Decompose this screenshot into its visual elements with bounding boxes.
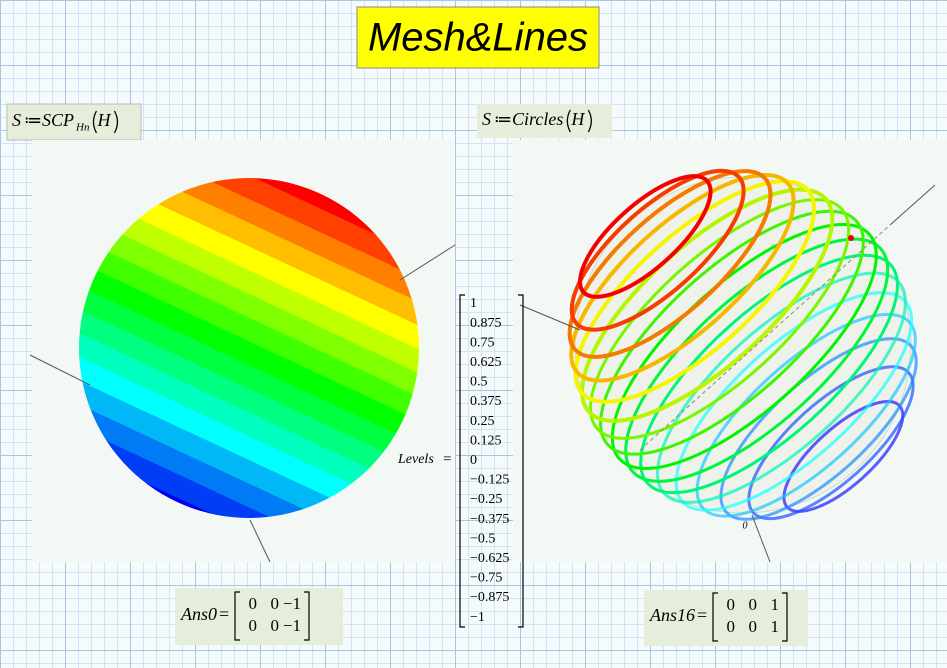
- circle-line: [567, 169, 773, 359]
- levels-value: −0.75: [470, 571, 502, 586]
- circle-line: [569, 168, 746, 332]
- circle-line: [589, 198, 851, 440]
- definition-operator: ≔: [494, 109, 512, 129]
- matrix-entry: 0: [271, 594, 280, 613]
- levels-value: −0.125: [470, 473, 509, 488]
- stripe: [98, 204, 419, 385]
- levels-value: −0.5: [470, 531, 495, 546]
- levels-value: 0.625: [470, 355, 502, 370]
- circle-line: [578, 174, 713, 299]
- title: Mesh&Lines: [368, 16, 588, 60]
- parenthesis: [92, 110, 98, 134]
- point: [848, 235, 854, 241]
- bracket: [304, 591, 310, 641]
- matrix-entry: 1: [771, 595, 780, 614]
- matrix-entry: 0: [727, 595, 736, 614]
- stripe: [79, 321, 398, 502]
- result-name: Ans16: [649, 605, 695, 625]
- circle-line: [639, 253, 899, 495]
- circles: [567, 168, 918, 521]
- matrix-entry: −1: [283, 594, 301, 613]
- result-operator: =: [219, 604, 229, 624]
- result-box: [644, 590, 808, 646]
- circle-line: [569, 172, 796, 383]
- levels-value: 0.75: [470, 335, 495, 350]
- result-name: Ans0: [180, 604, 217, 624]
- circle-line: [573, 179, 817, 404]
- levels-name: Levels: [397, 452, 434, 467]
- circle-line: [695, 312, 917, 518]
- bracket: [234, 591, 240, 641]
- matrix-entry: 0: [749, 595, 758, 614]
- levels-value: −0.625: [470, 551, 509, 566]
- bracket: [712, 592, 718, 642]
- levels-value: 0.875: [470, 316, 502, 331]
- axes: [29, 184, 936, 563]
- matrix-entry: 0: [749, 617, 758, 636]
- circle-line: [599, 209, 865, 456]
- matrix-entry: 0: [249, 616, 258, 635]
- levels-operator: =: [443, 451, 451, 467]
- stripe: [79, 360, 380, 518]
- bracket: [518, 294, 524, 628]
- stripe: [89, 223, 419, 405]
- result-box: [175, 588, 343, 645]
- levels-value: −0.375: [470, 512, 509, 527]
- definition-operator: ≔: [24, 110, 42, 130]
- stripe: [116, 178, 419, 346]
- stripe: [79, 282, 416, 463]
- definition-subscript: Hn: [75, 122, 90, 134]
- stripe: [80, 243, 419, 424]
- levels-value: −0.875: [470, 590, 509, 605]
- definition-argument: H: [570, 109, 585, 129]
- circles-plot: [567, 168, 918, 521]
- stripe: [79, 301, 407, 483]
- bracket: [782, 592, 788, 642]
- bracket: [459, 294, 465, 628]
- parenthesis: [113, 110, 119, 134]
- definition-box: [6, 103, 142, 141]
- definition-box: [477, 104, 612, 138]
- levels-value: 0: [470, 453, 477, 468]
- definition-lhs: S: [12, 110, 21, 130]
- matrix-entry: 1: [771, 617, 780, 636]
- parenthesis: [587, 109, 592, 133]
- levels-value: −0.25: [470, 492, 502, 507]
- matrix-entry: 0: [271, 616, 280, 635]
- matrix-entry: −1: [283, 616, 301, 635]
- circle-line: [747, 365, 915, 521]
- definition-function: Circles: [512, 109, 563, 129]
- levels-value: −1: [470, 610, 485, 625]
- stripe: [79, 340, 389, 518]
- levels-value: 1: [470, 296, 477, 311]
- definition-lhs: S: [482, 109, 491, 129]
- stripe: [125, 178, 419, 327]
- definition-argument: H: [96, 110, 111, 130]
- definition-function: SCP: [42, 110, 74, 130]
- levels-value: 0.125: [470, 433, 502, 448]
- axis-label: 0: [743, 520, 748, 531]
- result-operator: =: [697, 605, 707, 625]
- circle-line: [624, 237, 890, 483]
- title-box: [356, 6, 600, 69]
- parenthesis: [566, 109, 571, 133]
- stripe: [79, 262, 419, 444]
- matrix-entry: 0: [727, 617, 736, 636]
- levels-value: 0.5: [470, 375, 488, 390]
- stripe: [107, 184, 419, 366]
- levels-value: 0.375: [470, 394, 502, 409]
- matrix-entry: 0: [249, 594, 258, 613]
- levels-value: 0.25: [470, 414, 495, 429]
